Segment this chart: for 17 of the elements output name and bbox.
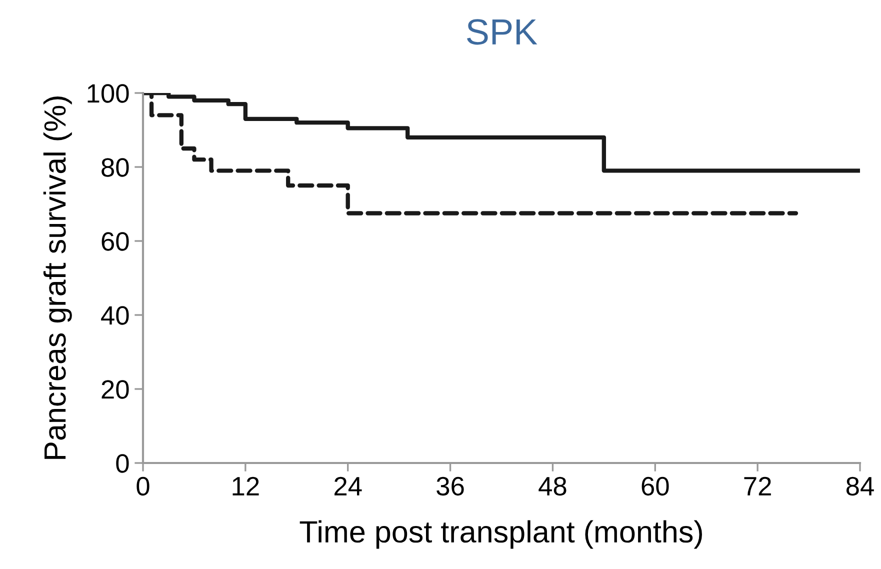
y-tick-label: 20 bbox=[102, 380, 129, 399]
y-tick-label: 0 bbox=[116, 454, 129, 473]
x-axis-title: Time post transplant (months) bbox=[300, 520, 702, 549]
x-tick-label: 36 bbox=[436, 476, 464, 496]
x-tick-label: 0 bbox=[136, 476, 150, 496]
y-tick-label: 40 bbox=[101, 306, 129, 325]
y-axis-title: Pancreas graft survival (%) bbox=[43, 96, 72, 459]
x-tick-label: 72 bbox=[744, 476, 771, 496]
y-tick-label: 100 bbox=[88, 84, 129, 103]
x-tick-label: 48 bbox=[538, 476, 566, 496]
x-tick-label: 60 bbox=[642, 476, 669, 496]
y-tick-label: 80 bbox=[102, 158, 129, 177]
y-tick-label: 60 bbox=[102, 232, 129, 251]
x-tick-label: 12 bbox=[232, 476, 259, 496]
x-tick-label: 84 bbox=[846, 476, 874, 496]
x-tick-label: 24 bbox=[334, 476, 362, 496]
chart-title: SPK bbox=[467, 19, 538, 45]
